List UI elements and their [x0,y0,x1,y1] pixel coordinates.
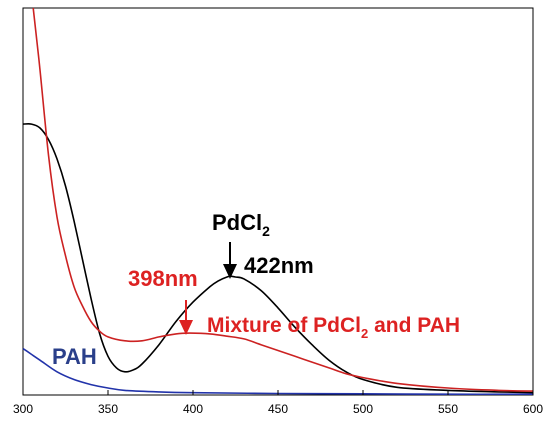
series-line-1 [32,7,534,392]
series-line-2 [22,347,534,396]
series-line-0 [22,123,534,394]
pdcl2-label: PdCl2 [212,210,270,239]
x-tick-label: 300 [13,402,33,416]
arrow-398 [179,300,193,335]
x-tick-label: 350 [98,402,118,416]
x-tick-label: 450 [268,402,288,416]
arrow-422 [223,242,237,279]
x-tick-label: 400 [183,402,203,416]
peak-398-label: 398nm [128,266,198,291]
x-tick-label: 550 [438,402,458,416]
pah-label: PAH [52,344,97,369]
peak-422-label: 422nm [244,253,314,278]
x-axis: 300 350 400 450 500 550 600 [13,390,543,416]
x-tick-label: 600 [523,402,543,416]
mixture-label: Mixture of PdCl2 and PAH [207,314,460,341]
x-tick-label: 500 [353,402,373,416]
